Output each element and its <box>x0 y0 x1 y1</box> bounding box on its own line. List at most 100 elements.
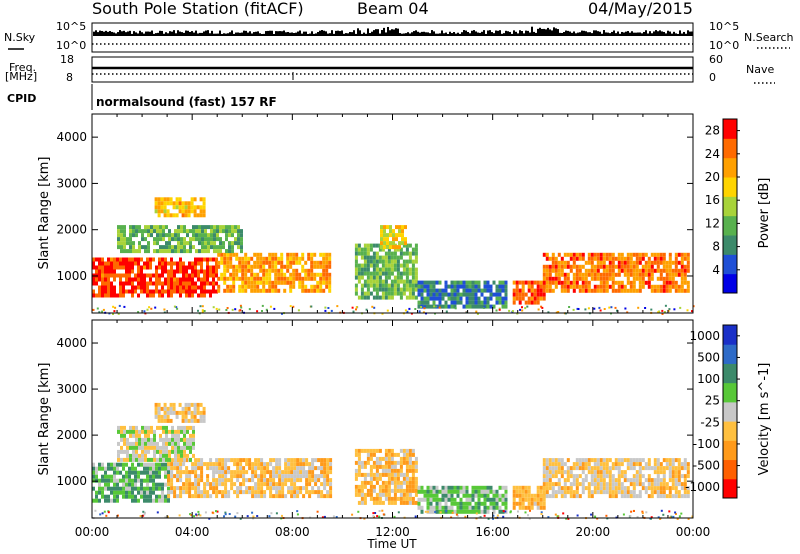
data-cell-1-5 <box>435 501 439 506</box>
data-cell-0-2 <box>240 245 243 250</box>
data-cell-1-0 <box>110 498 113 503</box>
data-cell-0-4 <box>369 271 373 276</box>
data-cell-1-2 <box>183 445 186 450</box>
nsky-bar <box>161 30 163 36</box>
data-cell-0-4 <box>363 263 367 268</box>
data-cell-1-6 <box>527 489 531 494</box>
noise-cell-0 <box>365 308 368 311</box>
data-cell-0-2 <box>186 249 189 254</box>
data-cell-0-6 <box>486 300 490 305</box>
data-cell-1-6 <box>533 501 537 506</box>
data-cell-0-4 <box>414 287 418 292</box>
data-cell-0-6 <box>489 304 493 309</box>
data-cell-1-5 <box>486 497 490 502</box>
data-cell-1-0 <box>143 470 146 475</box>
nsky-bar <box>331 30 333 36</box>
data-cell-1-0 <box>95 474 98 479</box>
data-cell-1-6 <box>512 505 516 510</box>
colorbar-segment <box>723 235 737 255</box>
data-cell-0-8 <box>686 260 690 265</box>
data-cell-0-0 <box>146 293 149 298</box>
data-cell-1-7 <box>599 458 603 463</box>
data-cell-0-8 <box>680 264 684 269</box>
data-cell-0-8 <box>665 264 669 269</box>
data-cell-0-8 <box>629 288 633 293</box>
data-cell-0-0 <box>200 289 203 294</box>
data-cell-0-8 <box>623 264 627 269</box>
data-cell-1-0 <box>98 466 101 471</box>
data-cell-1-5 <box>465 489 469 494</box>
data-cell-1-7 <box>680 494 684 499</box>
data-cell-0-4 <box>411 251 415 256</box>
data-cell-1-3 <box>154 410 158 415</box>
data-cell-1-4 <box>399 448 403 453</box>
data-cell-0-1 <box>250 268 254 273</box>
data-cell-0-6 <box>426 296 430 301</box>
nsky-bar <box>501 33 503 36</box>
data-cell-1-1 <box>299 470 303 475</box>
data-cell-1-4 <box>378 460 382 465</box>
data-cell-0-8 <box>554 272 558 277</box>
colorbar-segment <box>723 440 737 461</box>
nsky-bar <box>409 33 411 36</box>
data-cell-0-0 <box>143 265 146 270</box>
data-cell-0-4 <box>366 247 370 252</box>
data-cell-0-8 <box>680 276 684 281</box>
data-cell-0-8 <box>668 284 672 289</box>
data-cell-1-0 <box>101 466 104 471</box>
data-cell-1-7 <box>584 466 588 471</box>
data-cell-0-8 <box>656 288 660 293</box>
data-cell-0-6 <box>468 304 472 309</box>
data-cell-1-7 <box>608 458 612 463</box>
data-cell-0-2 <box>180 241 183 246</box>
data-cell-1-5 <box>417 485 421 490</box>
data-cell-1-7 <box>626 490 630 495</box>
noise-cell-1 <box>456 514 459 517</box>
data-cell-1-5 <box>459 501 463 506</box>
data-cell-0-8 <box>650 276 654 281</box>
data-cell-1-1 <box>329 486 333 491</box>
data-cell-0-0 <box>161 269 164 274</box>
data-cell-0-1 <box>271 252 275 257</box>
data-cell-1-7 <box>581 466 585 471</box>
data-cell-0-8 <box>632 276 636 281</box>
data-cell-0-1 <box>265 260 269 265</box>
data-cell-0-2 <box>126 241 129 246</box>
data-cell-1-1 <box>329 494 333 499</box>
colorbar-segment <box>723 421 737 441</box>
data-cell-1-2 <box>153 453 156 458</box>
data-cell-0-1 <box>232 252 236 257</box>
data-cell-1-0 <box>104 470 107 475</box>
data-cell-1-1 <box>194 482 198 487</box>
data-cell-1-7 <box>545 474 549 479</box>
data-cell-0-7 <box>512 292 516 297</box>
noise-cell-1 <box>197 510 200 513</box>
data-cell-1-7 <box>677 494 681 499</box>
data-cell-1-1 <box>311 474 315 479</box>
data-cell-1-5 <box>492 493 496 498</box>
data-cell-0-0 <box>140 265 143 270</box>
data-cell-1-4 <box>369 448 373 453</box>
data-cell-1-2 <box>171 437 174 442</box>
data-cell-1-2 <box>189 449 192 454</box>
data-cell-0-6 <box>501 300 505 305</box>
data-cell-1-7 <box>593 490 597 495</box>
data-cell-0-0 <box>200 293 203 298</box>
nsky-bar <box>99 30 101 36</box>
data-cell-0-4 <box>357 271 361 276</box>
data-cell-0-2 <box>159 249 162 254</box>
data-cell-1-1 <box>254 486 258 491</box>
data-cell-0-0 <box>182 273 185 278</box>
data-cell-1-2 <box>117 425 120 430</box>
data-cell-0-2 <box>195 237 198 242</box>
data-cell-1-1 <box>257 466 261 471</box>
data-cell-0-0 <box>161 293 164 298</box>
data-cell-1-1 <box>272 494 276 499</box>
data-cell-1-6 <box>536 489 540 494</box>
data-cell-1-5 <box>444 497 448 502</box>
data-cell-0-8 <box>674 284 678 289</box>
data-cell-1-1 <box>239 474 243 479</box>
data-cell-1-3 <box>172 410 176 415</box>
data-cell-1-5 <box>438 489 442 494</box>
data-cell-0-7 <box>536 300 540 305</box>
